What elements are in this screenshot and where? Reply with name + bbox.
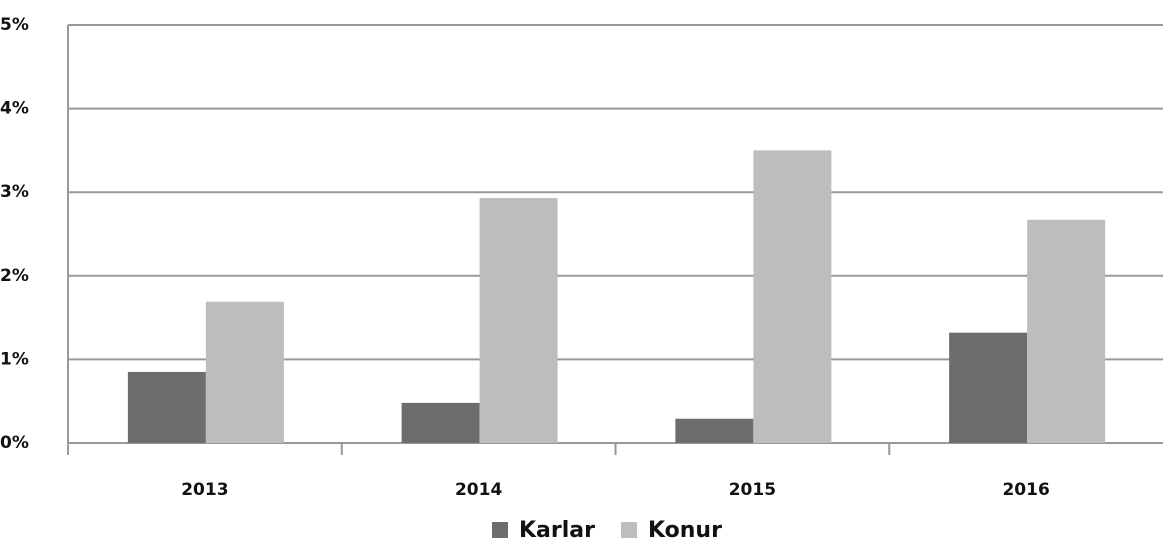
legend-swatch (492, 522, 508, 538)
x-tick-label: 2014 (455, 480, 502, 500)
y-tick-label: 4% (0, 99, 29, 119)
y-tick-label: 1% (0, 349, 29, 369)
legend-label: Konur (648, 518, 722, 542)
x-tick-label: 2016 (1002, 480, 1049, 500)
bar (1027, 219, 1106, 443)
bar (401, 402, 480, 443)
bar (675, 418, 754, 443)
bar (479, 198, 558, 443)
bar (205, 301, 284, 443)
bar (949, 332, 1028, 443)
bar (753, 150, 832, 443)
x-tick-label: 2013 (181, 480, 228, 500)
legend-swatch (620, 522, 637, 538)
x-tick-label: 2015 (729, 480, 776, 500)
y-tick-label: 3% (0, 182, 29, 202)
legend-label: Karlar (519, 518, 595, 542)
y-tick-label: 5% (0, 15, 29, 35)
y-tick-label: 0% (0, 433, 29, 453)
y-tick-label: 2% (0, 266, 29, 286)
legend: Karlar Konur (492, 518, 722, 542)
bar (127, 371, 206, 443)
